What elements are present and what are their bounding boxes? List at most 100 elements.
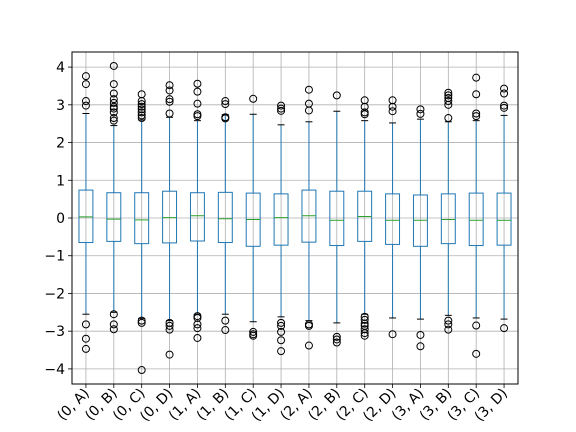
outlier-point	[360, 319, 369, 328]
iqr-box	[329, 190, 345, 247]
outlier-point	[277, 101, 286, 110]
box-group	[245, 94, 261, 340]
y-tick-label: −3	[44, 324, 65, 340]
outlier-point	[332, 332, 341, 341]
outlier-point	[193, 79, 202, 88]
outlier-point	[444, 100, 453, 109]
outlier-point	[193, 320, 202, 329]
outlier-point	[109, 61, 118, 70]
outlier-point	[472, 73, 481, 82]
outlier-point	[277, 327, 286, 336]
outlier-point	[277, 321, 286, 330]
outlier-point	[165, 325, 174, 334]
outlier-point	[360, 315, 369, 324]
outlier-point	[81, 334, 90, 343]
outlier-point	[500, 84, 509, 93]
outlier-point	[444, 91, 453, 100]
iqr-box	[106, 192, 122, 242]
outlier-point	[165, 109, 174, 118]
outlier-point	[109, 320, 118, 329]
grid-lines	[72, 52, 518, 384]
outlier-point	[500, 89, 509, 98]
box-group	[440, 88, 456, 334]
box-group	[106, 61, 122, 334]
iqr-box	[468, 192, 484, 247]
box-group	[217, 97, 233, 335]
outlier-point	[472, 321, 481, 330]
outlier-point	[332, 91, 341, 100]
outlier-point	[81, 320, 90, 329]
y-tick-label: −4	[44, 362, 65, 378]
outlier-point	[109, 108, 118, 117]
y-axis: 4 3 2 1 0 −1 −2 −3 −4	[44, 60, 72, 378]
outlier-point	[193, 112, 202, 121]
box-group	[273, 101, 289, 356]
box-group	[134, 90, 150, 375]
outlier-point	[472, 90, 481, 99]
outlier-point	[221, 316, 230, 325]
outlier-point	[109, 80, 118, 89]
outlier-point	[360, 102, 369, 111]
outlier-point	[332, 335, 341, 344]
box-group	[468, 73, 484, 358]
outlier-point	[165, 86, 174, 95]
outlier-point	[137, 100, 146, 109]
outlier-point	[81, 101, 90, 110]
outlier-point	[388, 107, 397, 116]
iqr-box	[162, 190, 178, 244]
outlier-point	[416, 342, 425, 351]
outlier-point	[81, 97, 90, 106]
outlier-point	[193, 87, 202, 96]
outlier-point	[165, 95, 174, 104]
outlier-point	[137, 316, 146, 325]
outlier-point	[332, 338, 341, 347]
outlier-point	[249, 331, 258, 340]
outlier-point	[221, 326, 230, 335]
iqr-box	[385, 193, 401, 245]
y-tick-label: −1	[44, 249, 65, 265]
outlier-point	[388, 102, 397, 111]
outlier-point	[109, 95, 118, 104]
outlier-point	[388, 96, 397, 105]
iqr-box	[440, 193, 456, 245]
outlier-point	[500, 103, 509, 112]
outlier-point	[109, 116, 118, 125]
box-group	[496, 84, 512, 333]
outlier-point	[304, 85, 313, 94]
outlier-point	[444, 325, 453, 334]
box-group	[78, 72, 94, 353]
outlier-point	[81, 80, 90, 89]
outlier-point	[137, 102, 146, 111]
outlier-point	[221, 97, 230, 106]
outlier-point	[109, 114, 118, 123]
outlier-point	[388, 330, 397, 339]
y-tick-label: 1	[56, 173, 65, 189]
outlier-point	[137, 105, 146, 114]
outlier-point	[277, 318, 286, 327]
outlier-point	[472, 109, 481, 118]
outlier-point	[416, 330, 425, 339]
iqr-box	[217, 191, 233, 244]
y-tick-label: 3	[56, 98, 65, 114]
outlier-point	[137, 108, 146, 117]
outlier-point	[81, 72, 90, 81]
y-tick-label: 0	[56, 211, 65, 227]
outlier-point	[304, 321, 313, 330]
outlier-point	[221, 114, 230, 123]
outlier-point	[444, 97, 453, 106]
outlier-point	[444, 320, 453, 329]
outlier-point	[472, 349, 481, 358]
outlier-point	[277, 347, 286, 356]
outlier-point	[500, 324, 509, 333]
box-group	[357, 96, 373, 340]
outlier-point	[193, 324, 202, 333]
box-group	[412, 105, 428, 351]
iqr-box	[273, 193, 289, 246]
outlier-point	[165, 321, 174, 330]
iqr-box	[189, 192, 205, 242]
iqr-box	[134, 192, 150, 245]
y-tick-label: 4	[56, 60, 65, 76]
outlier-point	[500, 101, 509, 110]
iqr-box	[78, 189, 94, 244]
outlier-point	[137, 114, 146, 123]
